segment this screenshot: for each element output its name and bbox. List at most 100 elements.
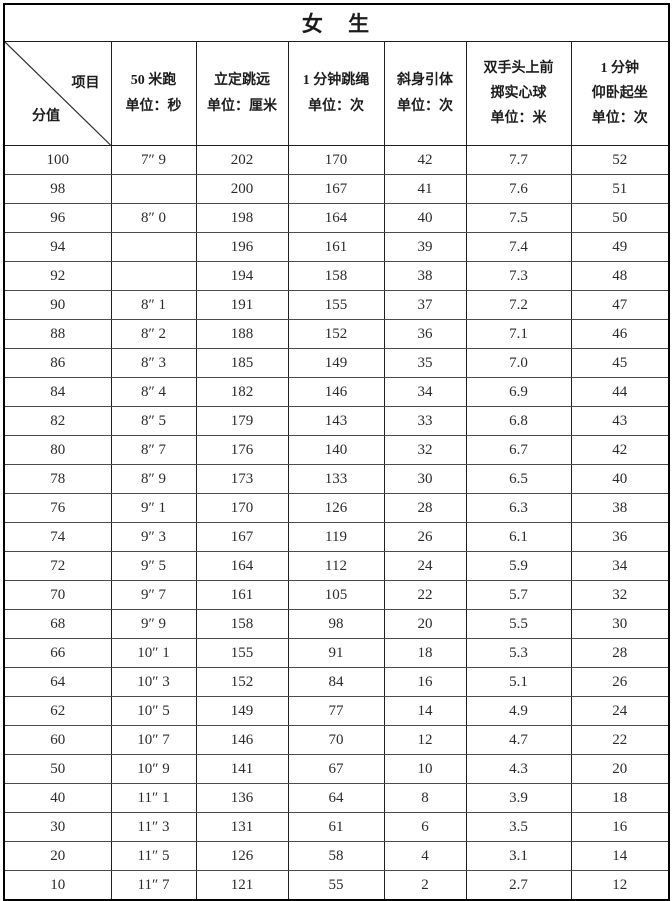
value-cell: 143 (287, 406, 385, 436)
value-cell: 41 (383, 174, 467, 204)
value-cell: 119 (287, 522, 385, 552)
value-cell: 14 (383, 696, 467, 726)
column-header-unit: 单位：厘米 (207, 98, 277, 114)
value-cell: 146 (195, 725, 289, 755)
score-cell: 88 (3, 319, 112, 349)
value-cell: 33 (383, 406, 467, 436)
value-cell: 36 (570, 522, 670, 552)
score-cell: 64 (3, 667, 112, 697)
value-cell: 6.3 (465, 493, 572, 523)
score-cell: 78 (3, 464, 112, 494)
value-cell: 5.9 (465, 551, 572, 581)
value-cell: 40 (570, 464, 670, 494)
value-cell: 22 (570, 725, 670, 755)
value-cell: 7″ 9 (110, 145, 197, 175)
value-cell: 164 (195, 551, 289, 581)
value-cell: 16 (570, 812, 670, 842)
value-cell: 202 (195, 145, 289, 175)
score-cell: 80 (3, 435, 112, 465)
diagonal-line (5, 42, 111, 145)
value-cell: 24 (383, 551, 467, 581)
table-row: 84 8″ 4 182 146 34 6.9 44 (3, 377, 670, 407)
value-cell: 126 (287, 493, 385, 523)
score-cell: 70 (3, 580, 112, 610)
score-cell: 84 (3, 377, 112, 407)
value-cell: 32 (383, 435, 467, 465)
score-cell: 66 (3, 638, 112, 668)
value-cell: 10″ 1 (110, 638, 197, 668)
value-cell: 2 (383, 870, 467, 901)
score-cell: 50 (3, 754, 112, 784)
table-row: 92 194 158 38 7.3 48 (3, 261, 670, 291)
value-cell: 22 (383, 580, 467, 610)
header-row: 项目 分值 50 米跑 单位：秒 立定跳远 单位：厘米 1 分钟跳绳 单位：次 … (3, 41, 670, 146)
value-cell: 133 (287, 464, 385, 494)
value-cell: 2.7 (465, 870, 572, 901)
table-row: 50 10″ 9 141 67 10 4.3 20 (3, 754, 670, 784)
value-cell: 12 (383, 725, 467, 755)
value-cell: 173 (195, 464, 289, 494)
table-row: 86 8″ 3 185 149 35 7.0 45 (3, 348, 670, 378)
value-cell: 9″ 9 (110, 609, 197, 639)
value-cell: 18 (570, 783, 670, 813)
value-cell: 105 (287, 580, 385, 610)
corner-label-score: 分值 (32, 109, 60, 124)
value-cell: 16 (383, 667, 467, 697)
corner-header-cell: 项目 分值 (3, 41, 112, 146)
table-row: 90 8″ 1 191 155 37 7.2 47 (3, 290, 670, 320)
value-cell: 149 (195, 696, 289, 726)
value-cell: 196 (195, 232, 289, 262)
value-cell: 45 (570, 348, 670, 378)
value-cell (110, 261, 197, 291)
value-cell: 32 (570, 580, 670, 610)
value-cell: 6.9 (465, 377, 572, 407)
value-cell: 10″ 9 (110, 754, 197, 784)
value-cell: 155 (287, 290, 385, 320)
table-row: 30 11″ 3 131 61 6 3.5 16 (3, 812, 670, 842)
value-cell: 67 (287, 754, 385, 784)
score-cell: 62 (3, 696, 112, 726)
column-header-medicine-ball-throw: 双手头上前 掷实心球 单位：米 (465, 41, 572, 146)
table-row: 20 11″ 5 126 58 4 3.1 14 (3, 841, 670, 871)
score-cell: 90 (3, 290, 112, 320)
table-row: 98 200 167 41 7.6 51 (3, 174, 670, 204)
value-cell: 35 (383, 348, 467, 378)
score-cell: 100 (3, 145, 112, 175)
value-cell: 77 (287, 696, 385, 726)
value-cell: 4 (383, 841, 467, 871)
value-cell: 70 (287, 725, 385, 755)
value-cell: 3.1 (465, 841, 572, 871)
value-cell: 200 (195, 174, 289, 204)
value-cell (110, 232, 197, 262)
value-cell: 191 (195, 290, 289, 320)
score-cell: 92 (3, 261, 112, 291)
value-cell: 11″ 7 (110, 870, 197, 901)
value-cell: 136 (195, 783, 289, 813)
value-cell: 61 (287, 812, 385, 842)
value-cell: 6.1 (465, 522, 572, 552)
value-cell: 167 (287, 174, 385, 204)
score-cell: 76 (3, 493, 112, 523)
value-cell: 64 (287, 783, 385, 813)
value-cell: 84 (287, 667, 385, 697)
value-cell: 141 (195, 754, 289, 784)
value-cell: 3.5 (465, 812, 572, 842)
score-cell: 86 (3, 348, 112, 378)
score-cell: 74 (3, 522, 112, 552)
table-row: 66 10″ 1 155 91 18 5.3 28 (3, 638, 670, 668)
value-cell: 8″ 1 (110, 290, 197, 320)
value-cell: 5.7 (465, 580, 572, 610)
column-header-line: 双手头上前 (483, 60, 554, 76)
value-cell: 7.3 (465, 261, 572, 291)
value-cell: 14 (570, 841, 670, 871)
value-cell: 34 (383, 377, 467, 407)
column-header-line: 斜身引体 (397, 73, 453, 89)
value-cell: 98 (287, 609, 385, 639)
table-row: 76 9″ 1 170 126 28 6.3 38 (3, 493, 670, 523)
table-row: 96 8″ 0 198 164 40 7.5 50 (3, 203, 670, 233)
value-cell: 9″ 3 (110, 522, 197, 552)
value-cell: 8″ 9 (110, 464, 197, 494)
value-cell: 121 (195, 870, 289, 901)
value-cell: 198 (195, 203, 289, 233)
table-row: 94 196 161 39 7.4 49 (3, 232, 670, 262)
